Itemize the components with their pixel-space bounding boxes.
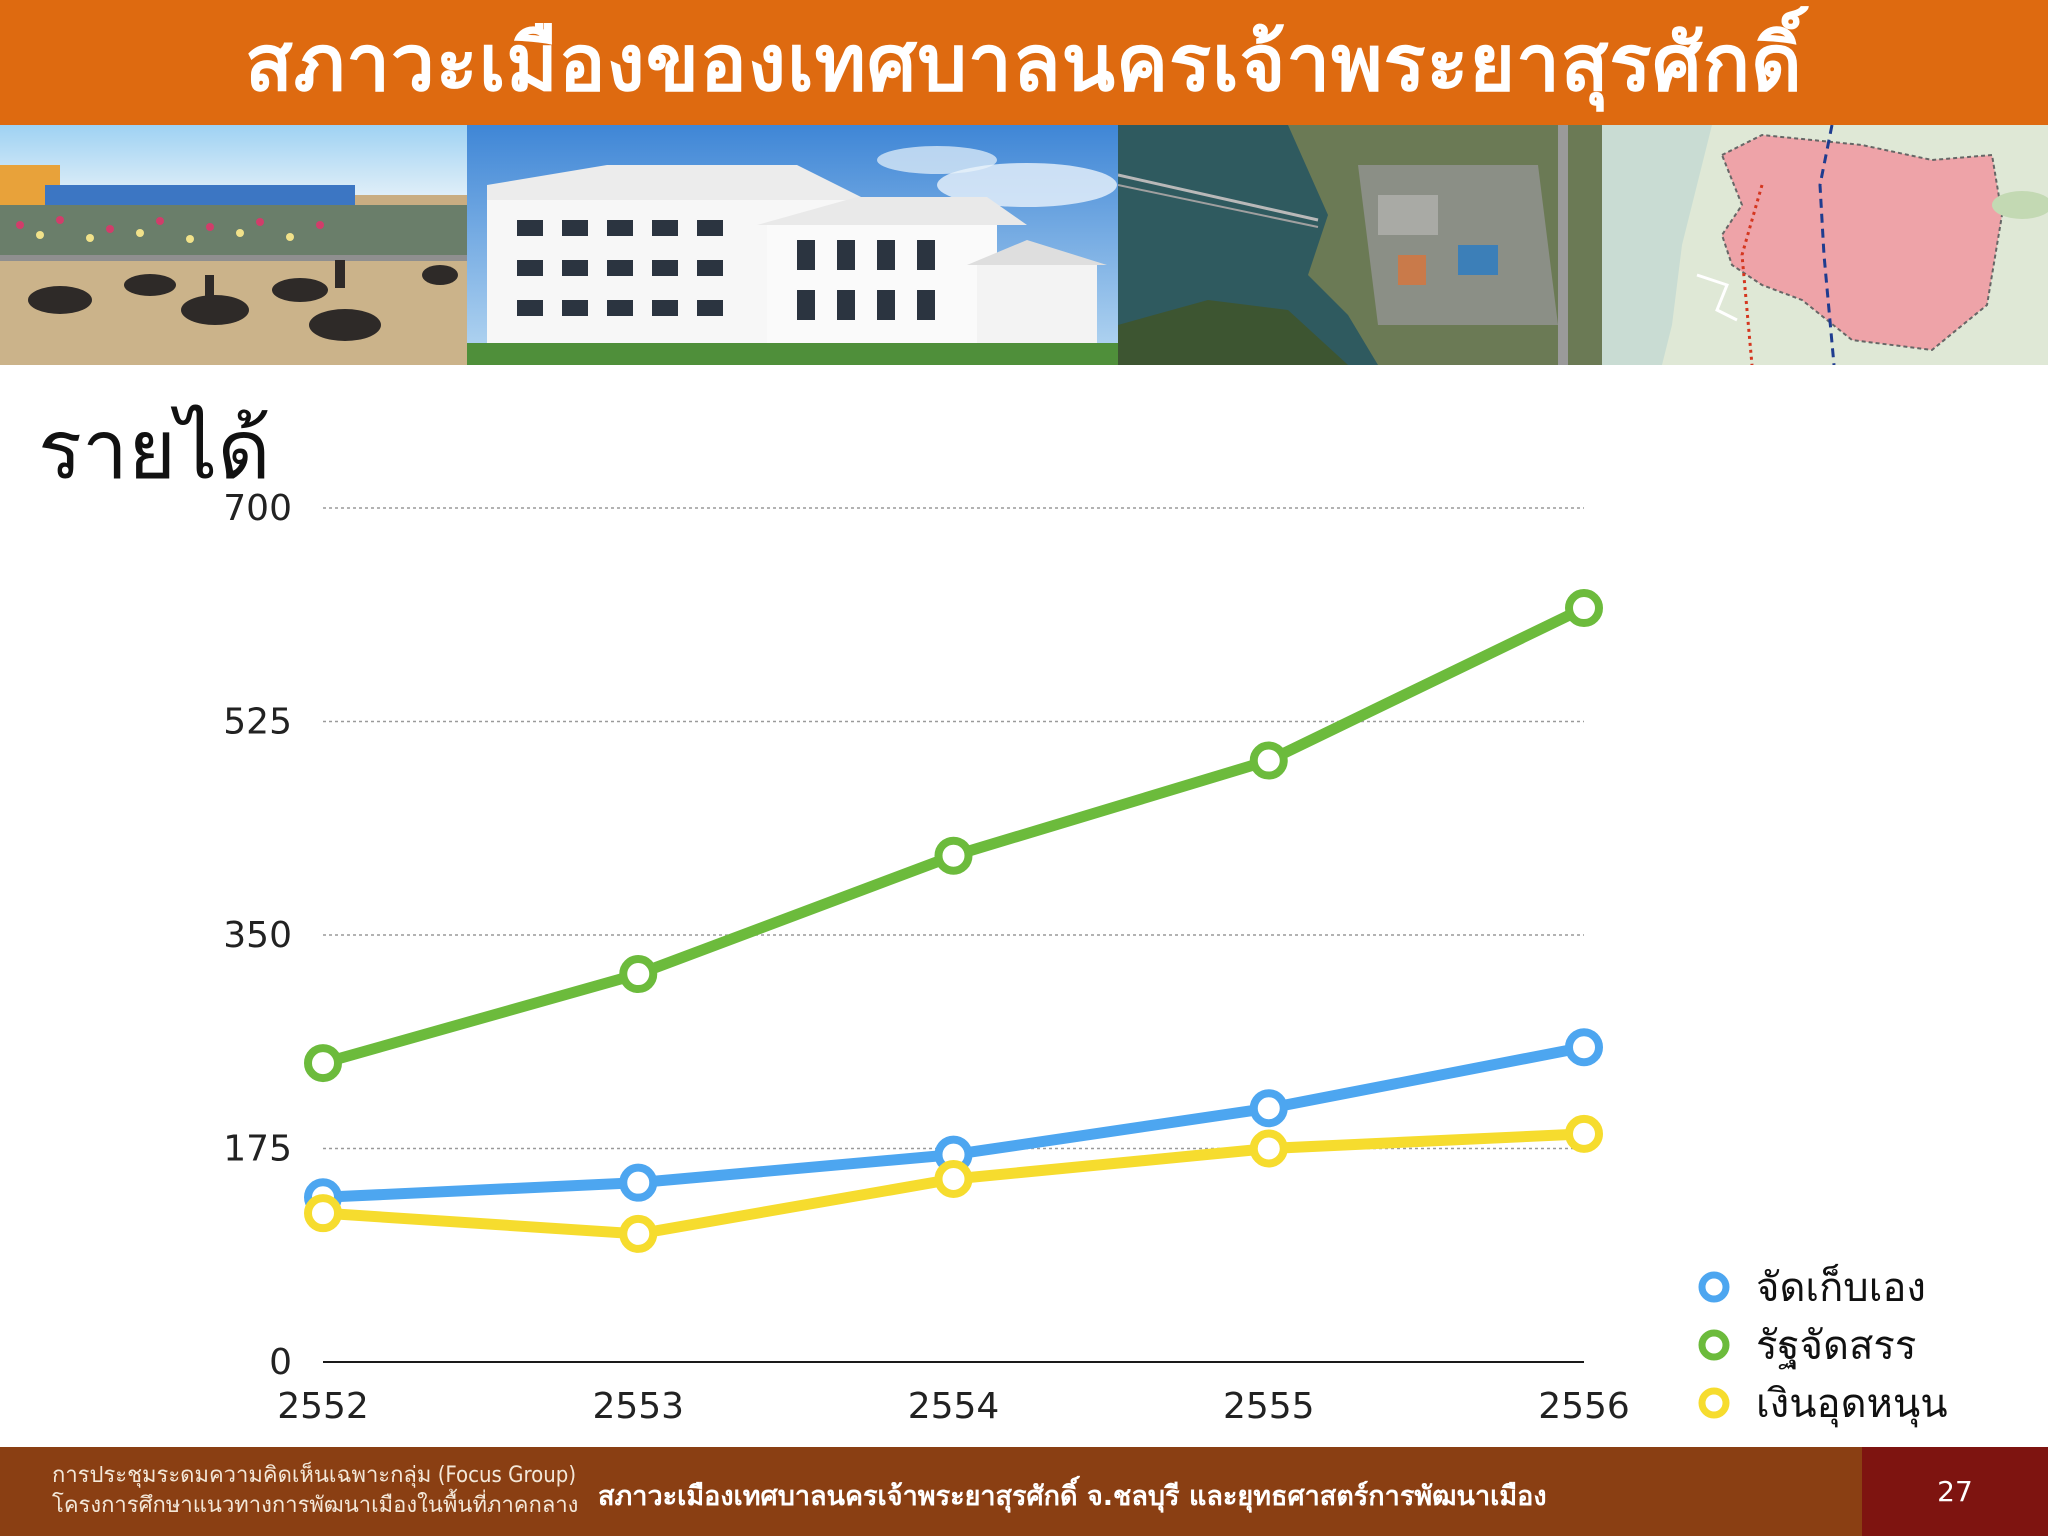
x-tick-label: 2555 xyxy=(1223,1386,1315,1427)
y-tick-label: 350 xyxy=(223,915,292,956)
data-point xyxy=(304,1044,342,1083)
data-point xyxy=(619,955,658,994)
data-point xyxy=(1565,1114,1603,1153)
page-number-box: 27 xyxy=(1862,1447,2048,1536)
slide-title: สภาวะเมืองของเทศบาลนครเจ้าพระยาสุรศักดิ์ xyxy=(245,18,1803,109)
title-bar: สภาวะเมืองของเทศบาลนครเจ้าพระยาสุรศักดิ์ xyxy=(0,0,2048,125)
x-tick-label: 2552 xyxy=(277,1386,369,1427)
x-tick-label: 2554 xyxy=(908,1386,1000,1427)
series-line xyxy=(317,602,1590,1069)
page-number: 27 xyxy=(1937,1475,1973,1508)
data-point xyxy=(1249,1129,1288,1168)
data-point xyxy=(304,1194,342,1233)
footer-line-1: การประชุมระดมความคิดเห็นเฉพาะกลุ่ม (Focu… xyxy=(52,1463,577,1488)
x-tick-label: 2553 xyxy=(592,1386,684,1427)
satellite-port-photo xyxy=(1118,125,1602,365)
legend-label: จัดเก็บเอง xyxy=(1756,1263,1926,1311)
y-tick-label: 525 xyxy=(223,702,292,743)
boundary-map-image xyxy=(1602,125,2048,365)
data-point xyxy=(1249,741,1288,780)
y-tick-label: 0 xyxy=(269,1342,292,1383)
y-tick-label: 700 xyxy=(223,488,292,529)
footer-project-info: การประชุมระดมความคิดเห็นเฉพาะกลุ่ม (Focu… xyxy=(52,1461,578,1521)
data-point xyxy=(934,836,973,875)
x-tick-label: 2556 xyxy=(1538,1386,1630,1427)
legend-label: เงินอุดหนุน xyxy=(1756,1381,1948,1428)
photo-strip xyxy=(0,125,2048,365)
legend-marker xyxy=(1698,1329,1730,1361)
footer-subtitle: สภาวะเมืองเทศบาลนครเจ้าพระยาสุรศักดิ์ จ.… xyxy=(598,1481,1547,1512)
buffalo-race-photo xyxy=(0,125,467,365)
legend-marker xyxy=(1698,1271,1730,1303)
legend-marker xyxy=(1698,1387,1730,1419)
section-heading: รายได้ xyxy=(38,403,271,498)
data-point xyxy=(619,1214,658,1253)
data-point xyxy=(1565,589,1603,628)
legend-label: รัฐจัดสรร xyxy=(1756,1323,1916,1370)
municipal-building-photo xyxy=(467,125,1118,365)
data-point xyxy=(1565,1028,1603,1067)
data-point xyxy=(1249,1089,1288,1128)
footer-bar: การประชุมระดมความคิดเห็นเฉพาะกลุ่ม (Focu… xyxy=(0,1447,2048,1536)
data-point xyxy=(934,1160,973,1198)
revenue-line-chart: 0 175 350 525 700 2552 2553 2554 2555 2556 จัดเก็บ… xyxy=(223,488,1948,1428)
footer-line-2: โครงการศึกษาแนวทางการพัฒนาเมืองในพื้นที่… xyxy=(52,1493,579,1518)
y-tick-label: 175 xyxy=(223,1129,292,1170)
data-point xyxy=(619,1163,658,1202)
